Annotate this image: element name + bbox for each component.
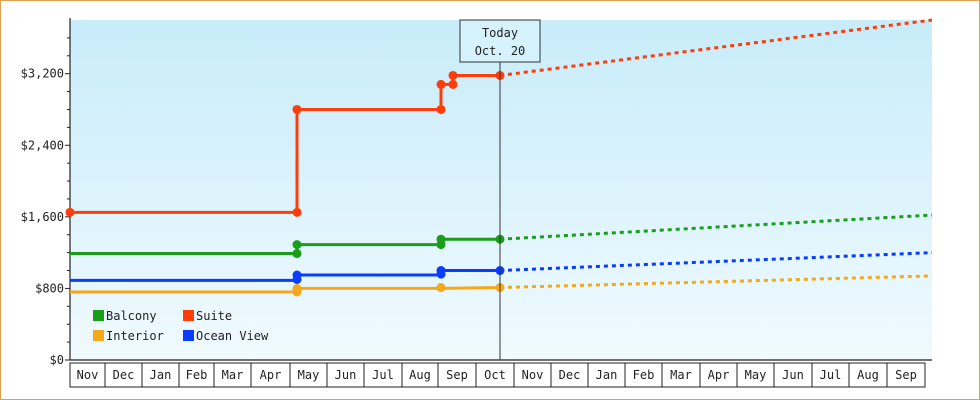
- x-label-strip: [69, 362, 926, 388]
- balcony-point[interactable]: [292, 249, 302, 259]
- x-axis: Nov Dec Jan Feb Mar Apr May Jun Jul Aug Sep Oct Nov D…: [69, 359, 932, 388]
- ocean-view-point[interactable]: [436, 266, 446, 276]
- interior-legend-swatch[interactable]: [93, 330, 104, 341]
- x-tick-label: Feb: [186, 368, 208, 382]
- balcony-point[interactable]: [292, 240, 302, 250]
- ocean-view-legend-label[interactable]: Ocean View: [196, 329, 269, 343]
- suite-legend-label[interactable]: Suite: [196, 309, 232, 323]
- x-tick-label: Oct: [484, 368, 506, 382]
- balcony-history-line: [70, 237, 500, 256]
- y-tick-label: $3,200: [21, 67, 64, 81]
- x-tick-label: Nov: [522, 368, 544, 382]
- x-tick-label: May: [298, 368, 320, 382]
- x-tick-label: Apr: [260, 368, 282, 382]
- x-tick-label: Jul: [820, 368, 842, 382]
- x-tick-label: Aug: [857, 368, 879, 382]
- suite-point[interactable]: [292, 207, 302, 217]
- balcony-legend-label[interactable]: Balcony: [106, 309, 157, 323]
- balcony-forecast-line: [499, 213, 933, 241]
- balcony-point[interactable]: [436, 234, 446, 244]
- x-tick-label: Jun: [335, 368, 357, 382]
- legend: Balcony Suite Interior Ocean View: [93, 309, 269, 343]
- suite-forecast-line: [499, 18, 933, 77]
- interior-legend-label[interactable]: Interior: [106, 329, 164, 343]
- interior-point[interactable]: [436, 283, 446, 293]
- x-tick-label: Feb: [633, 368, 655, 382]
- interior-forecast-line: [499, 274, 933, 290]
- x-tick-label: Dec: [113, 368, 135, 382]
- x-tick-label: May: [745, 368, 767, 382]
- x-tick-label: Apr: [708, 368, 730, 382]
- suite-point[interactable]: [448, 70, 458, 80]
- x-tick-label: Nov: [77, 368, 99, 382]
- y-tick-label: $2,400: [21, 138, 64, 152]
- balcony-legend-swatch[interactable]: [93, 310, 104, 321]
- suite-legend-swatch[interactable]: [183, 310, 194, 321]
- x-tick-label: Dec: [559, 368, 581, 382]
- x-tick-label: Mar: [670, 368, 692, 382]
- x-tick-label: Sep: [895, 368, 917, 382]
- ocean-view-forecast-line: [499, 251, 933, 273]
- x-tick-label: Jun: [782, 368, 804, 382]
- suite-point[interactable]: [436, 104, 446, 114]
- x-tick-label: Jan: [150, 368, 172, 382]
- x-tick-label: Sep: [446, 368, 468, 382]
- suite-point[interactable]: [292, 104, 302, 114]
- x-tick-label: Jul: [372, 368, 394, 382]
- x-tick-label: Mar: [222, 368, 244, 382]
- interior-point[interactable]: [292, 283, 302, 293]
- today-date: Oct. 20: [475, 44, 526, 58]
- suite-point[interactable]: [65, 207, 75, 217]
- x-tick-label: Jan: [596, 368, 618, 382]
- y-tick-label: $1,600: [21, 210, 64, 224]
- series-layer: [65, 18, 933, 297]
- suite-point[interactable]: [448, 79, 458, 89]
- y-tick-label: $800: [35, 281, 64, 295]
- ocean-view-point[interactable]: [292, 270, 302, 280]
- today-marker: Today Oct. 20: [459, 19, 541, 360]
- today-callout: [459, 19, 541, 63]
- x-tick-label: Aug: [409, 368, 431, 382]
- today-label: Today: [482, 26, 518, 40]
- ocean-view-legend-swatch[interactable]: [183, 330, 194, 341]
- y-axis: $0 $800 $1,600 $2,400 $3,200: [21, 18, 71, 367]
- ocean-view-history-line: [70, 269, 500, 282]
- suite-point[interactable]: [436, 79, 446, 89]
- y-tick-label: $0: [50, 353, 64, 367]
